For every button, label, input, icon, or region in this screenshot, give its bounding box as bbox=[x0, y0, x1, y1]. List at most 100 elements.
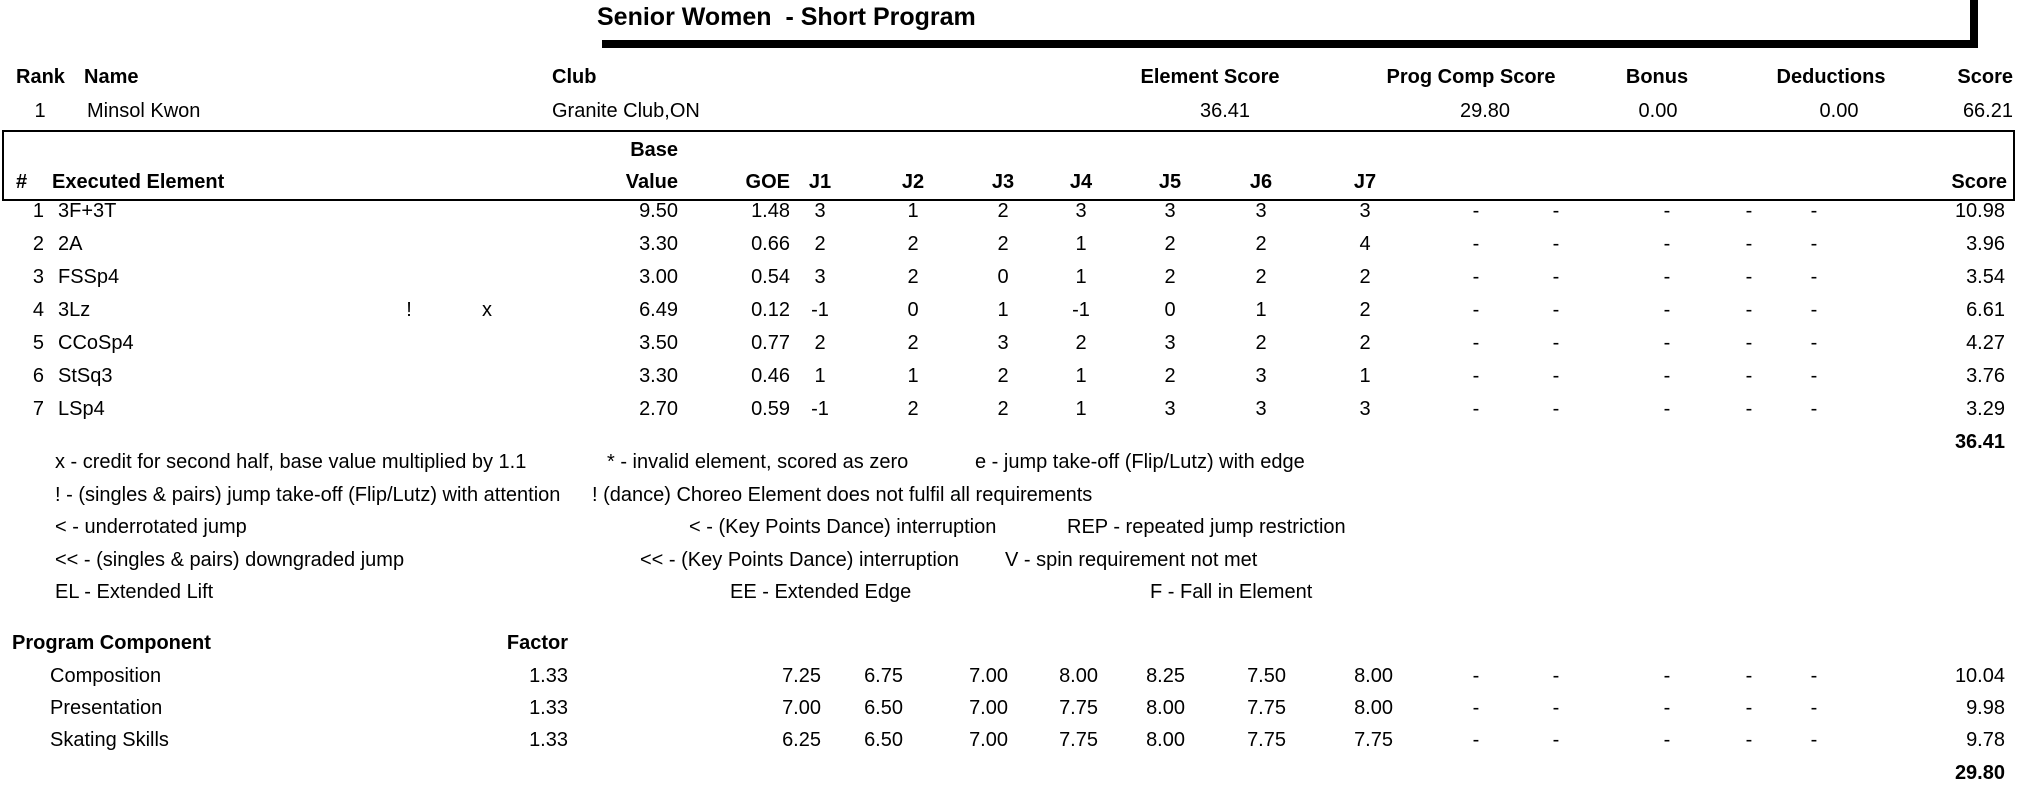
judge-column-dash: - bbox=[1663, 398, 1671, 420]
element-judge-score: 0 bbox=[907, 299, 919, 321]
element-name: CCoSp4 bbox=[58, 332, 134, 354]
element-judge-score: 3 bbox=[1359, 398, 1371, 420]
element-judge-score: 1 bbox=[997, 299, 1009, 321]
judge-column-dash: - bbox=[1472, 697, 1480, 719]
goe-header: GOE bbox=[745, 171, 790, 193]
element-row: 7 LSp4 2.70 0.59 -1 2 2 1 3 3 3 3.29 - - - - - bbox=[0, 398, 2020, 420]
legend-item-downgraded: << - (singles & pairs) downgraded jump bbox=[55, 549, 405, 571]
element-judge-score: 2 bbox=[1255, 233, 1267, 255]
element-name: StSq3 bbox=[58, 365, 113, 387]
judge-column-dash: - bbox=[1810, 299, 1818, 321]
element-judge-score: 1 bbox=[1075, 266, 1087, 288]
judge-7-header: J7 bbox=[1353, 171, 1377, 193]
judge-column-dash: - bbox=[1663, 365, 1671, 387]
component-factor: 1.33 bbox=[529, 697, 568, 719]
judge-column-dash: - bbox=[1745, 332, 1753, 354]
component-judge-score: 7.75 bbox=[1247, 729, 1286, 751]
legend-item-rep: REP - repeated jump restriction bbox=[1067, 516, 1346, 538]
element-panel-score: 3.54 bbox=[1966, 266, 2005, 288]
element-panel-score: 10.98 bbox=[1954, 200, 2005, 222]
judge-column-dash: - bbox=[1472, 266, 1480, 288]
total-score-value: 66.21 bbox=[1962, 100, 2013, 122]
judge-column-dash: - bbox=[1745, 398, 1753, 420]
element-judge-score: 1 bbox=[814, 365, 826, 387]
element-judge-score: 1 bbox=[907, 200, 919, 222]
component-name: Presentation bbox=[50, 697, 163, 719]
element-goe: 0.66 bbox=[751, 233, 790, 255]
element-number: 2 bbox=[32, 233, 44, 255]
element-judge-score: -1 bbox=[811, 299, 829, 321]
element-panel-score: 3.76 bbox=[1966, 365, 2005, 387]
judge-column-dash: - bbox=[1810, 729, 1818, 751]
component-judge-score: 7.75 bbox=[1059, 697, 1098, 719]
element-score-header: Element Score bbox=[1140, 66, 1280, 88]
element-base-value: 3.00 bbox=[639, 266, 678, 288]
deductions-header: Deductions bbox=[1776, 66, 1886, 88]
element-panel-score: 3.29 bbox=[1966, 398, 2005, 420]
judge-column-dash: - bbox=[1552, 266, 1560, 288]
element-base-value: 2.70 bbox=[639, 398, 678, 420]
element-number: 3 bbox=[32, 266, 44, 288]
title-box-corner-bar bbox=[1970, 0, 1978, 48]
element-judge-score: 2 bbox=[814, 332, 826, 354]
element-judge-score: 2 bbox=[907, 233, 919, 255]
judge-column-dash: - bbox=[1663, 299, 1671, 321]
judge-column-dash: - bbox=[1745, 729, 1753, 751]
component-judge-score: 7.00 bbox=[969, 697, 1008, 719]
skater-rank: 1 bbox=[34, 100, 46, 122]
element-judge-score: 3 bbox=[1255, 365, 1267, 387]
element-judge-score: 2 bbox=[1255, 266, 1267, 288]
element-judge-score: 2 bbox=[1075, 332, 1087, 354]
element-name: LSp4 bbox=[58, 398, 105, 420]
component-judge-score: 7.75 bbox=[1354, 729, 1393, 751]
element-base-value: 6.49 bbox=[639, 299, 678, 321]
component-judge-score: 8.00 bbox=[1146, 697, 1185, 719]
element-judge-score: 1 bbox=[1255, 299, 1267, 321]
element-judge-score: 3 bbox=[1255, 200, 1267, 222]
element-name: 3Lz bbox=[58, 299, 91, 321]
component-panel-score: 9.78 bbox=[1966, 729, 2005, 751]
component-judge-score: 6.50 bbox=[864, 697, 903, 719]
judge-2-header: J2 bbox=[901, 171, 925, 193]
judge-column-dash: - bbox=[1472, 665, 1480, 687]
element-base-value: 3.30 bbox=[639, 233, 678, 255]
element-panel-score: 6.61 bbox=[1966, 299, 2005, 321]
component-judge-score: 8.00 bbox=[1354, 665, 1393, 687]
element-judge-score: -1 bbox=[1072, 299, 1090, 321]
judge-column-dash: - bbox=[1663, 200, 1671, 222]
judge-column-dash: - bbox=[1663, 332, 1671, 354]
element-number: 5 bbox=[32, 332, 44, 354]
judge-column-dash: - bbox=[1552, 233, 1560, 255]
judge-6-header: J6 bbox=[1249, 171, 1273, 193]
element-score-col-header: Score bbox=[1951, 171, 2007, 193]
element-goe: 0.54 bbox=[751, 266, 790, 288]
judge-column-dash: - bbox=[1552, 365, 1560, 387]
element-judge-score: 1 bbox=[1075, 365, 1087, 387]
component-judge-score: 6.75 bbox=[864, 665, 903, 687]
legend-item-v-spin: V - spin requirement not met bbox=[1005, 549, 1258, 571]
judge-column-dash: - bbox=[1663, 266, 1671, 288]
element-number: 6 bbox=[32, 365, 44, 387]
legend-item-extended-edge: EE - Extended Edge bbox=[730, 581, 912, 603]
total-score-header: Score bbox=[1957, 66, 2013, 88]
element-judge-score: 1 bbox=[1075, 398, 1087, 420]
judge-column-dash: - bbox=[1745, 200, 1753, 222]
judge-column-dash: - bbox=[1552, 200, 1560, 222]
element-goe: 0.77 bbox=[751, 332, 790, 354]
judge-column-dash: - bbox=[1472, 233, 1480, 255]
prog-comp-score-value: 29.80 bbox=[1459, 100, 1511, 122]
element-panel-score: 3.96 bbox=[1966, 233, 2005, 255]
legend-item-invalid-element: * - invalid element, scored as zero bbox=[607, 451, 909, 473]
skater-name: Minsol Kwon bbox=[87, 100, 201, 122]
prog-comp-score-header: Prog Comp Score bbox=[1386, 66, 1556, 88]
element-name: 2A bbox=[58, 233, 83, 255]
legend-item-x-credit: x - credit for second half, base value m… bbox=[55, 451, 527, 473]
judge-column-dash: - bbox=[1810, 398, 1818, 420]
judge-column-dash: - bbox=[1663, 729, 1671, 751]
judge-column-dash: - bbox=[1745, 266, 1753, 288]
element-judge-score: 3 bbox=[1359, 200, 1371, 222]
component-panel-score: 9.98 bbox=[1966, 697, 2005, 719]
element-panel-score: 4.27 bbox=[1966, 332, 2005, 354]
element-judge-score: 0 bbox=[997, 266, 1009, 288]
component-judge-score: 7.00 bbox=[969, 729, 1008, 751]
